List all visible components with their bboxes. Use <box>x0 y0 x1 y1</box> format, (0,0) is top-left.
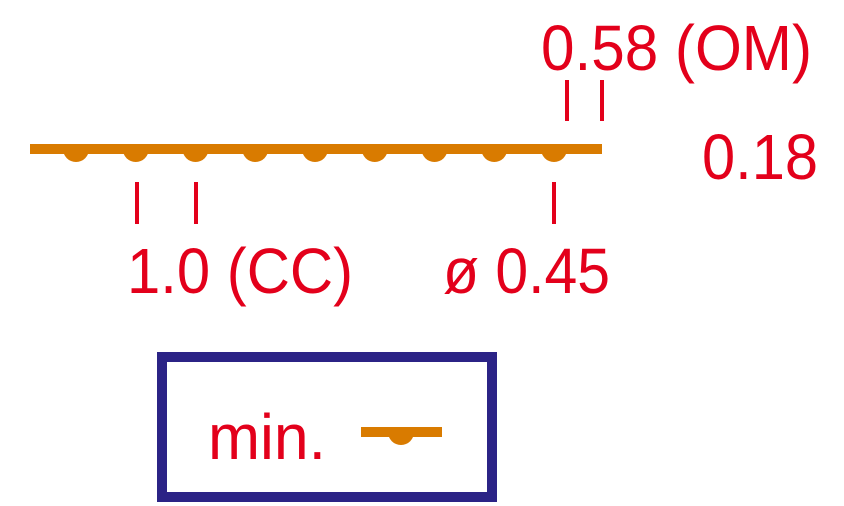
legend-min-label: min. <box>208 401 326 473</box>
legend-box: min. <box>157 352 497 502</box>
ball-9 <box>541 149 567 162</box>
thickness-label: 0.18 <box>702 121 818 193</box>
dimension-ticks <box>135 80 604 224</box>
overall-margin-label: 0.58 (OM) <box>541 12 812 84</box>
ball-2 <box>122 149 149 163</box>
ball-row <box>63 149 567 163</box>
diameter-label: ø 0.45 <box>443 235 610 307</box>
legend-ball <box>388 432 414 445</box>
pitch-label: 1.0 (CC) <box>127 235 353 307</box>
legend-frame <box>157 352 497 502</box>
ball-6 <box>361 149 388 163</box>
ball-4 <box>242 149 269 163</box>
ball-3 <box>182 149 209 163</box>
ball-7 <box>421 149 448 163</box>
ball-5 <box>302 149 328 162</box>
strip-with-balls <box>30 144 602 163</box>
ball-8 <box>481 149 508 163</box>
ball-1 <box>63 149 89 162</box>
ball-on-strip-icon <box>361 427 442 445</box>
